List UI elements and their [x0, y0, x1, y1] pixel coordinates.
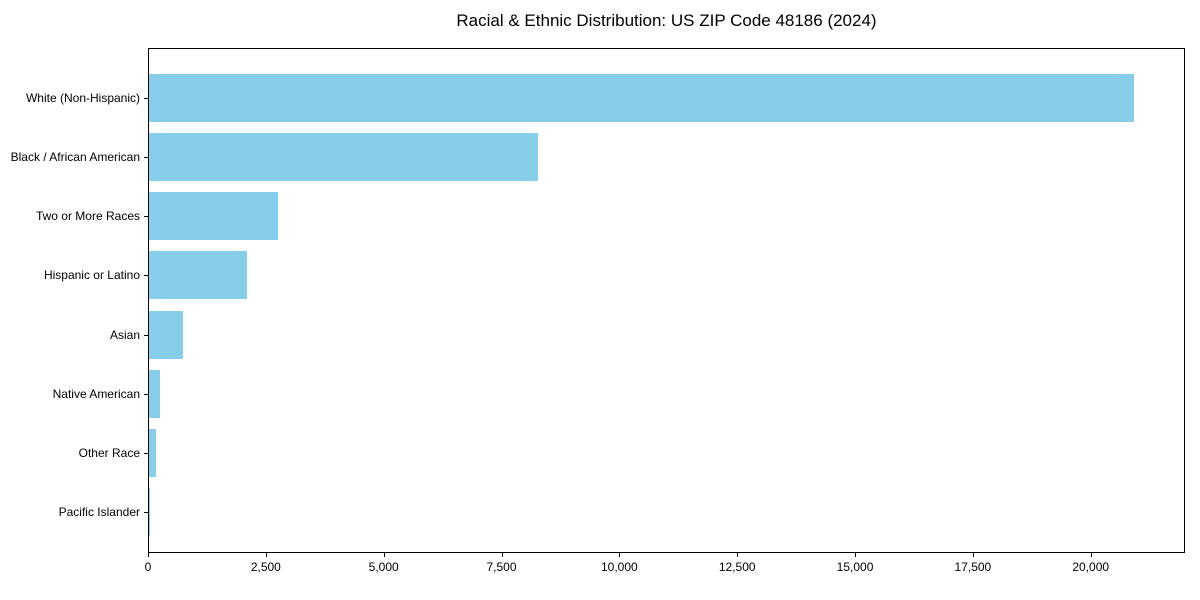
bar	[149, 132, 538, 181]
y-tick-mark	[144, 156, 148, 158]
x-tick-label: 17,500	[954, 560, 992, 574]
y-tick-label: Black / African American	[10, 149, 140, 164]
x-tick-label: 7,500	[486, 560, 517, 574]
y-tick-mark	[144, 216, 148, 218]
x-tick-mark	[972, 553, 974, 557]
x-tick-label: 5,000	[368, 560, 399, 574]
y-tick-mark	[144, 275, 148, 277]
bar	[149, 369, 160, 418]
x-tick-label: 12,500	[718, 560, 756, 574]
x-tick-mark	[737, 553, 739, 557]
y-tick-label: Other Race	[78, 446, 140, 461]
x-tick-mark	[619, 553, 621, 557]
bars-container	[149, 49, 1184, 552]
y-tick-label: Native American	[52, 386, 140, 401]
bar-row	[149, 424, 1184, 483]
y-tick-label: Asian	[109, 327, 140, 342]
bar-row	[149, 305, 1184, 364]
bar	[149, 192, 279, 241]
y-tick-mark	[144, 512, 148, 514]
x-tick-mark	[148, 553, 149, 557]
y-tick-label: Pacific Islander	[58, 505, 140, 520]
x-tick-mark	[855, 553, 857, 557]
bar	[149, 251, 247, 300]
bar-row	[149, 68, 1184, 127]
bar	[149, 488, 150, 537]
bar-row	[149, 364, 1184, 423]
chart-title: Racial & Ethnic Distribution: US ZIP Cod…	[456, 11, 877, 30]
x-tick-mark	[265, 553, 267, 557]
x-tick-label: 15,000	[836, 560, 874, 574]
x-tick-mark	[501, 553, 503, 557]
bar-row	[149, 127, 1184, 186]
x-tick-label: 10,000	[601, 560, 638, 574]
y-tick-mark	[144, 334, 148, 336]
y-tick-label: Two or More Races	[35, 209, 140, 224]
x-tick-label: 0	[144, 560, 152, 574]
bar	[149, 73, 1134, 122]
y-tick-mark	[144, 393, 148, 395]
y-tick-mark	[144, 97, 148, 99]
y-tick-mark	[144, 453, 148, 455]
bar-row	[149, 483, 1184, 542]
bar	[149, 429, 157, 478]
y-tick-label: Hispanic or Latino	[43, 268, 140, 283]
plot-area	[148, 48, 1185, 553]
x-tick-mark	[383, 553, 385, 557]
y-tick-label: White (Non-Hispanic)	[25, 90, 140, 105]
x-tick-label: 2,500	[250, 560, 281, 574]
x-tick-label: 20,000	[1072, 560, 1110, 574]
bar	[149, 310, 183, 359]
bar-row	[149, 187, 1184, 246]
bar-row	[149, 246, 1184, 305]
x-tick-mark	[1090, 553, 1092, 557]
